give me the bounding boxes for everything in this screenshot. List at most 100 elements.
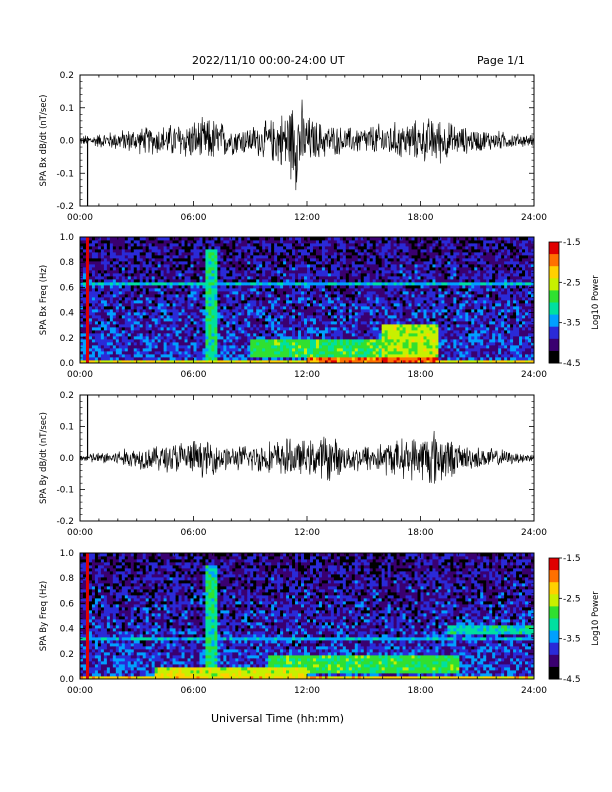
spectrogram-cell <box>354 297 359 301</box>
spectrogram-cell <box>372 282 377 286</box>
spectrogram-cell <box>211 246 215 250</box>
spectrogram-cell <box>139 261 144 265</box>
spectrogram-cell <box>220 243 224 247</box>
spectrogram-cell <box>178 315 182 319</box>
spectrogram-cell <box>307 312 311 316</box>
spectrogram-cell <box>321 261 326 265</box>
spectrogram-cell <box>175 324 179 328</box>
spectrogram-cell <box>327 339 332 343</box>
spectrogram-cell <box>423 303 427 307</box>
spectrogram-cell <box>271 252 275 256</box>
spectrogram-cell <box>321 279 326 283</box>
spectrogram-cell <box>357 306 362 310</box>
spectrogram-cell <box>408 252 412 256</box>
spectrogram-cell <box>381 237 386 241</box>
spectrogram-cell <box>357 273 362 277</box>
spectrogram-cell <box>82 345 87 349</box>
spectrogram-cell <box>330 258 335 262</box>
spectrogram-cell <box>172 333 176 337</box>
spectrogram-cell <box>420 276 424 280</box>
spectrogram-cell <box>106 273 111 277</box>
spectrogram-cell <box>426 321 430 325</box>
spectrogram-cell <box>115 309 120 313</box>
spectrogram-cell <box>345 246 350 250</box>
spectrogram-cell <box>387 330 392 334</box>
spectrogram-cell <box>82 258 87 262</box>
spectrogram-cell <box>103 261 108 265</box>
spectrogram-cell <box>163 318 168 322</box>
spectrogram-cell <box>354 351 359 355</box>
spectrogram-cell <box>103 270 108 274</box>
spectrogram-cell <box>318 315 323 319</box>
spectrogram-cell <box>148 267 153 271</box>
spectrogram-cell <box>324 348 329 352</box>
spectrogram-cell <box>354 348 359 352</box>
spectrogram-cell <box>91 354 96 358</box>
spectrogram-cell <box>342 309 347 313</box>
spectrogram-cell <box>187 309 191 313</box>
spectrogram-cell <box>103 294 108 298</box>
spectrogram-cell <box>295 237 299 241</box>
spectrogram-cell <box>136 318 141 322</box>
spectrogram-cell <box>357 354 362 358</box>
spectrogram-cell <box>414 315 418 319</box>
spectrogram-cell <box>232 321 236 325</box>
spectrogram-cell <box>205 264 209 268</box>
spectrogram-cell <box>106 276 111 280</box>
spectrogram-cell <box>106 333 111 337</box>
spectrogram-cell <box>307 327 311 331</box>
spectrogram-cell <box>384 348 389 352</box>
spectrogram-cell <box>408 237 412 241</box>
spectrogram-cell <box>100 249 105 253</box>
spectrogram-cell <box>378 342 383 346</box>
spectrogram-cell <box>312 276 317 280</box>
spectrogram-cell <box>256 288 260 292</box>
spectrogram-cell <box>324 327 329 331</box>
spectrogram-cell <box>274 258 278 262</box>
spectrogram-cell <box>130 240 135 244</box>
spectrogram-cell <box>327 276 332 280</box>
spectrogram-cell <box>139 270 144 274</box>
spectrogram-cell <box>295 288 299 292</box>
spectrogram-cell <box>369 354 374 358</box>
spectrogram-cell <box>214 318 218 322</box>
spectrogram-cell <box>363 267 368 271</box>
spectrogram-cell <box>232 309 236 313</box>
spectrogram-cell <box>372 309 377 313</box>
spectrogram-cell <box>160 279 165 283</box>
spectrogram-cell <box>259 249 263 253</box>
spectrogram-cell <box>256 249 260 253</box>
spectrogram-cell <box>414 261 418 265</box>
panel-2-spectrogram <box>80 237 535 364</box>
spectrogram-cell <box>223 345 227 349</box>
spectrogram-cell <box>363 357 368 361</box>
spectrogram-cell <box>336 240 341 244</box>
spectrogram-cell <box>321 309 326 313</box>
spectrogram-cell <box>315 330 320 334</box>
spectrogram-cell <box>414 333 418 337</box>
spectrogram-cell <box>259 339 263 343</box>
spectrogram-cell <box>295 351 299 355</box>
spectrogram-cell <box>411 255 415 259</box>
spectrogram-cell <box>85 267 90 271</box>
spectrogram-cell <box>289 279 293 283</box>
spectrogram-cell <box>100 285 105 289</box>
spectrogram-cell <box>136 321 141 325</box>
spectrogram-cell <box>280 333 284 337</box>
spectrogram-cell <box>97 273 102 277</box>
spectrogram-cell <box>298 318 302 322</box>
spectrogram-cell <box>393 309 398 313</box>
spectrogram-cell <box>163 243 168 247</box>
spectrogram-cell <box>157 333 162 337</box>
spectrogram-cell <box>402 324 406 328</box>
spectrogram-cell <box>130 321 135 325</box>
spectrogram-cell <box>253 243 257 247</box>
spectrogram-cell <box>333 345 338 349</box>
spectrogram-cell <box>229 315 233 319</box>
spectrogram-cell <box>408 267 412 271</box>
spectrogram-cell <box>181 282 185 286</box>
spectrogram-cell <box>211 270 215 274</box>
spectrogram-cell <box>396 255 400 259</box>
spectrogram-cell <box>241 354 245 358</box>
spectrogram-cell <box>390 261 395 265</box>
